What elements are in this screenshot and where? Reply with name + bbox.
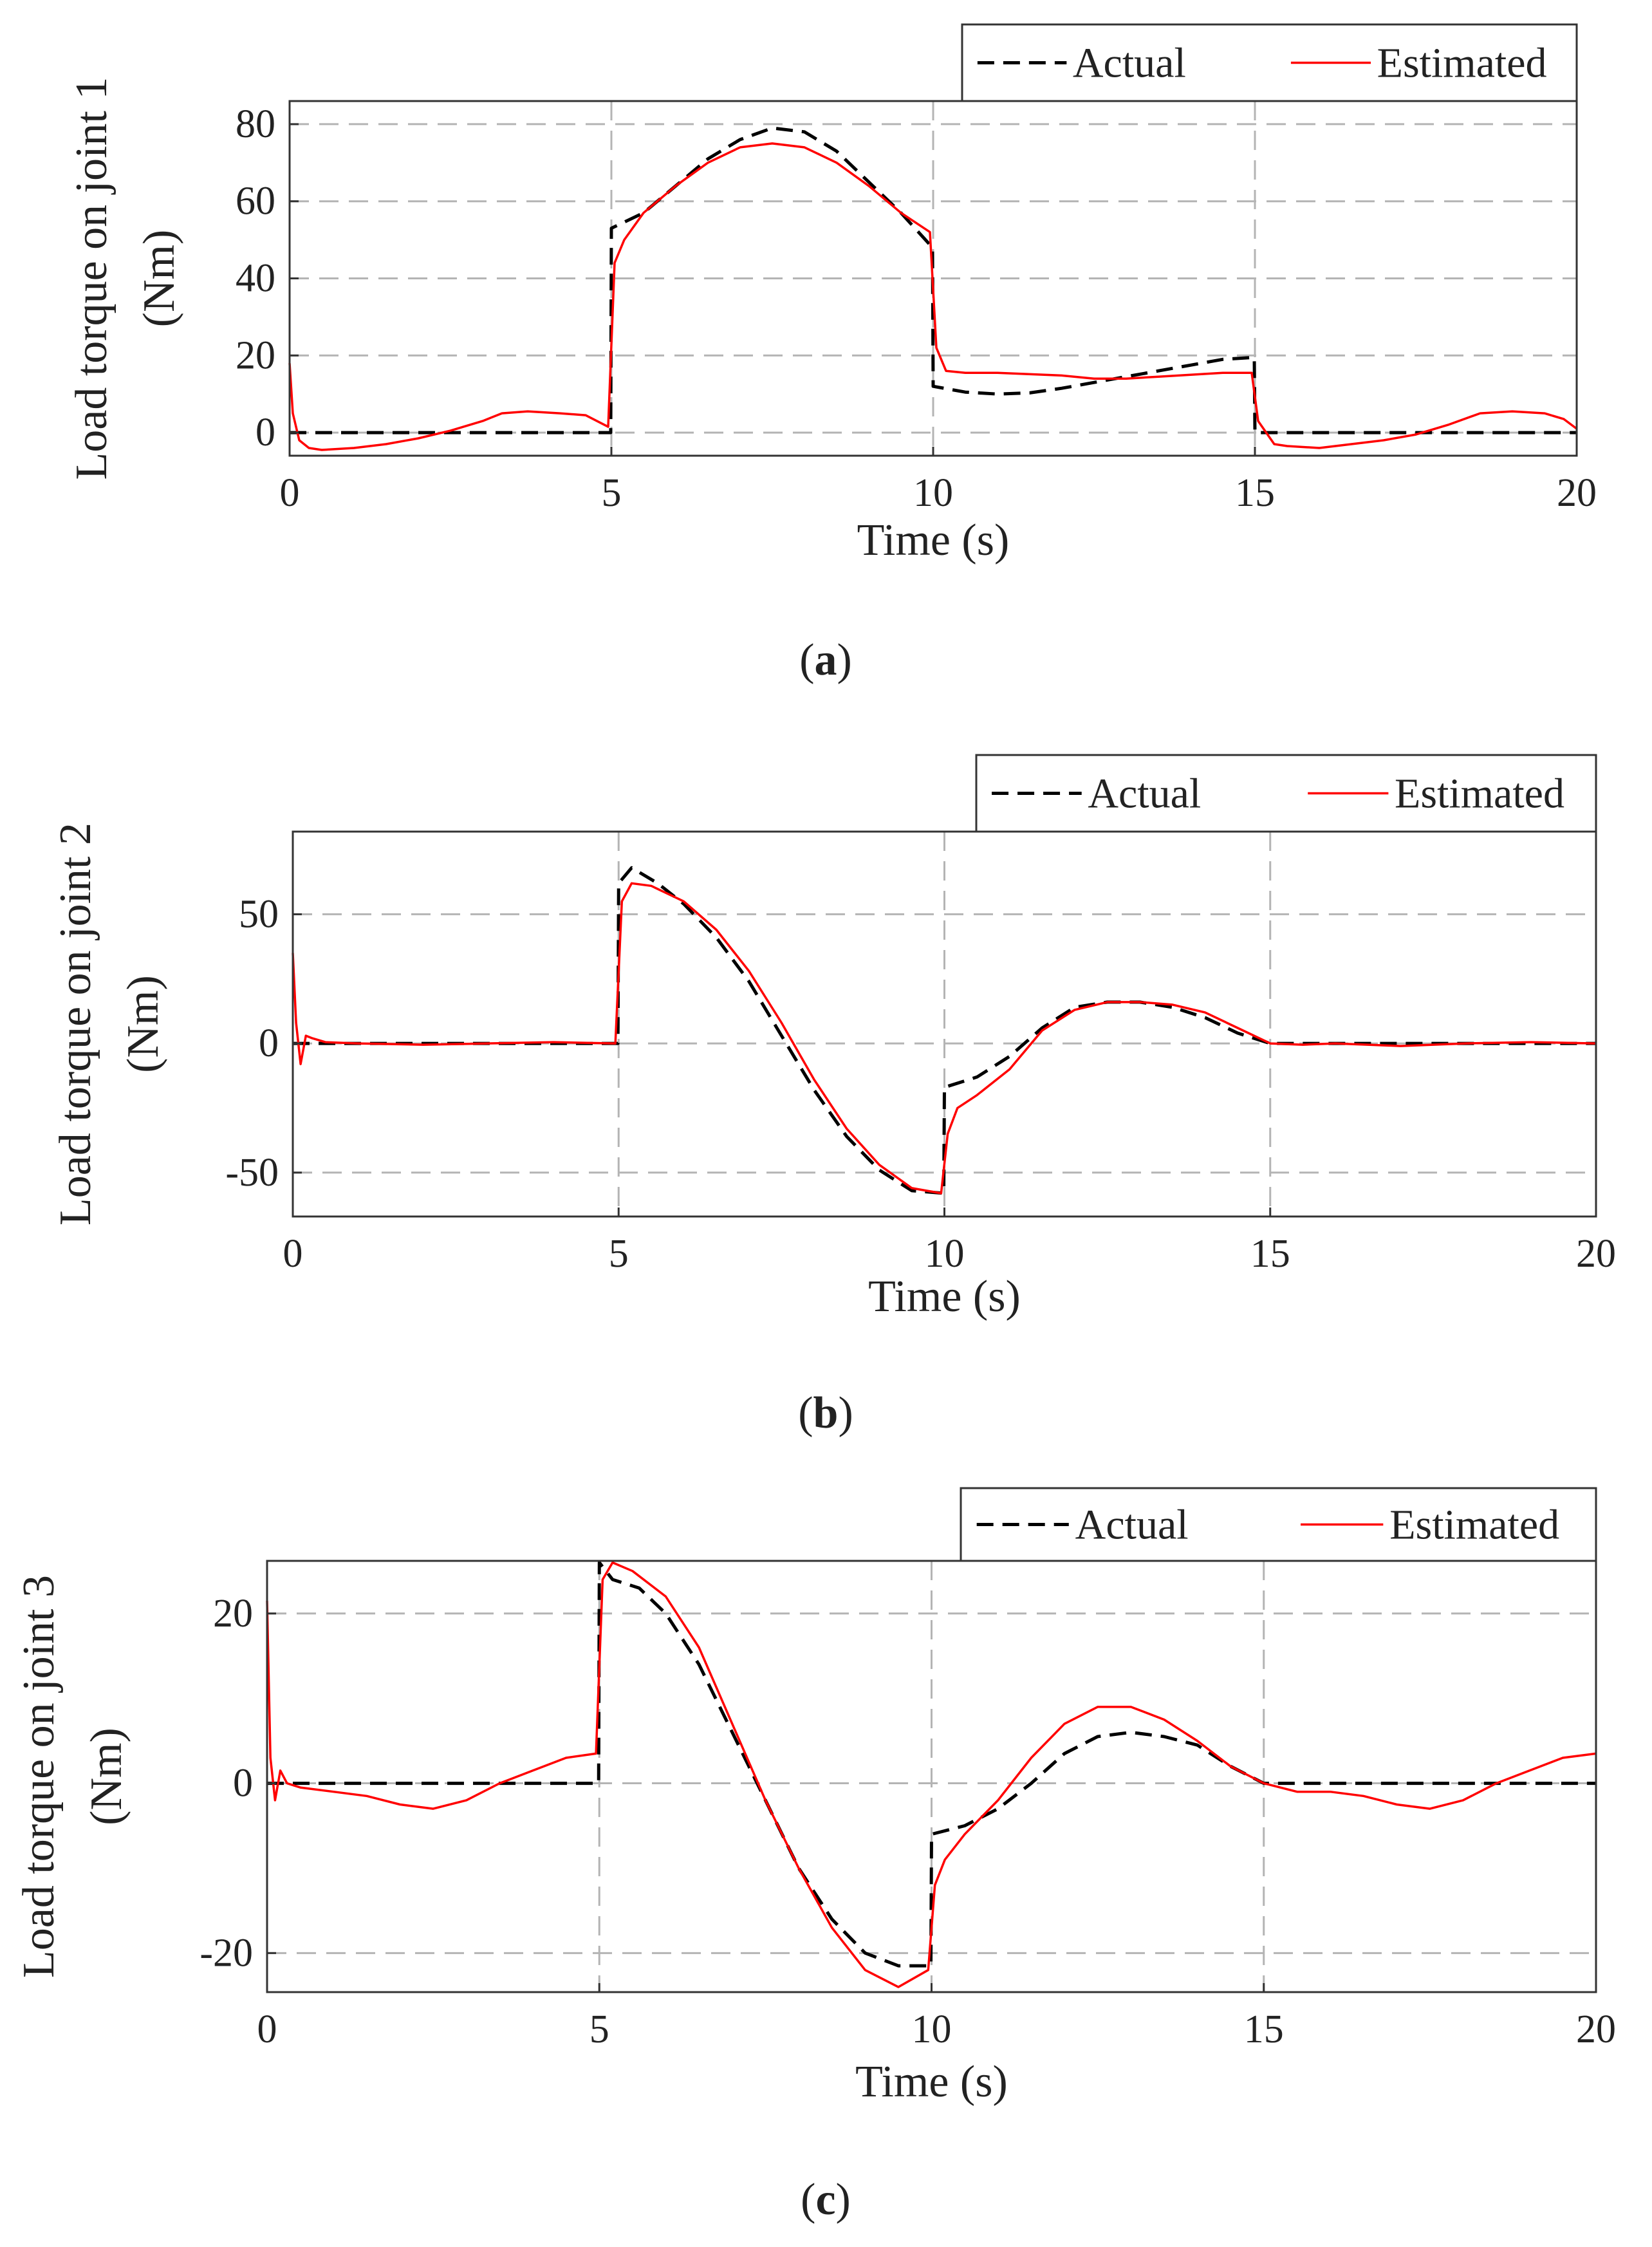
- y-axis-label: (Nm): [135, 230, 184, 328]
- x-axis-label: Time (s): [855, 2057, 1008, 2107]
- legend-label-actual: Actual: [1075, 1502, 1189, 1549]
- series-line-estimated: [292, 882, 1597, 1195]
- y-tick-label: 0: [255, 411, 275, 454]
- x-tick-label: 10: [912, 2008, 952, 2051]
- y-tick-label: 20: [213, 1592, 253, 1636]
- x-tick-label: 0: [280, 471, 300, 515]
- x-tick-label: 20: [1557, 471, 1597, 515]
- x-tick-label: 5: [602, 471, 622, 515]
- y-axis-label: Load torque on joint 2: [51, 823, 100, 1226]
- legend-label-estimated: Estimated: [1389, 1502, 1559, 1549]
- y-tick-label: 20: [236, 333, 275, 377]
- y-tick-label: 0: [259, 1021, 279, 1065]
- x-tick-label: 10: [913, 471, 953, 515]
- y-tick-label: -50: [225, 1151, 279, 1195]
- x-axis-label: Time (s): [868, 1272, 1021, 1321]
- legend: Actual Estimated: [975, 754, 1597, 833]
- y-axis-label: Load torque on joint 1: [67, 77, 116, 480]
- y-tick-label: 50: [239, 892, 279, 936]
- x-tick-label: 10: [925, 1232, 965, 1276]
- y-axis-label: Load torque on joint 3: [14, 1575, 64, 1978]
- x-tick-label: 0: [283, 1232, 303, 1276]
- panel-caption: (c): [801, 2175, 851, 2224]
- y-tick-label: -20: [200, 1931, 253, 1975]
- series-line-actual: [293, 866, 1596, 1195]
- x-tick-label: 15: [1244, 2008, 1284, 2051]
- panel-caption: (b): [798, 1388, 853, 1438]
- legend-label-estimated: Estimated: [1377, 40, 1547, 87]
- legend: Actual Estimated: [960, 1487, 1597, 1562]
- series-line-estimated: [288, 142, 1578, 451]
- y-tick-label: 40: [236, 257, 275, 301]
- x-tick-label: 20: [1576, 2008, 1616, 2051]
- x-tick-label: 20: [1576, 1232, 1616, 1276]
- series-line-estimated: [266, 1561, 1597, 1988]
- x-tick-label: 0: [257, 2008, 277, 2051]
- legend-label-estimated: Estimated: [1395, 770, 1564, 817]
- y-tick-label: 60: [236, 180, 275, 223]
- x-axis-label: Time (s): [857, 516, 1010, 565]
- series-line-actual: [290, 126, 1577, 434]
- chart-panel-a: 0 5 10 15 20 0 20 40 60 80 Time (s) Load torque on …: [67, 23, 1597, 685]
- legend: Actual Estimated: [961, 23, 1578, 102]
- x-tick-label: 15: [1235, 471, 1275, 515]
- y-axis-label: (Nm): [82, 1728, 131, 1825]
- panel-caption: (a): [799, 635, 852, 685]
- x-tick-label: 15: [1250, 1232, 1290, 1276]
- legend-label-actual: Actual: [1088, 770, 1201, 817]
- x-tick-label: 5: [609, 1232, 629, 1276]
- legend-label-actual: Actual: [1073, 40, 1186, 87]
- x-tick-label: 5: [589, 2008, 609, 2051]
- y-axis-label: (Nm): [118, 975, 168, 1073]
- y-tick-label: 0: [233, 1762, 253, 1805]
- series-line-actual: [267, 1561, 1596, 1968]
- y-tick-label: 80: [236, 102, 275, 146]
